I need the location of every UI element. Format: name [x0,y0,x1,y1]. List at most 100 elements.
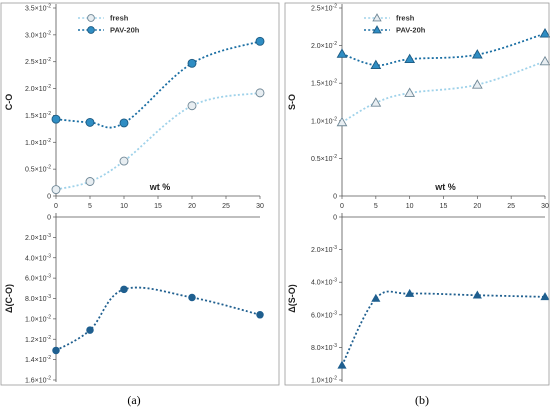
y-tick-label: 4.0×10-3 [25,253,51,262]
data-point [337,360,347,369]
x-tick-label: 5 [374,203,378,210]
series-line-fresh [341,60,546,124]
chart-a-top: 0 0.5×10-2 1.0×10-2 1.5×10-2 2.0×10-2 2.5×10-… [4,4,265,210]
data-point [51,185,61,195]
data-point [187,58,197,68]
data-point [119,156,129,166]
data-point [336,48,348,58]
y-tick-label: 1.0×10-2 [25,138,51,147]
chart-b-bottom: 0 2.0×10-3 4.0×10-3 6.0×10-3 8.0×10-3 1.0×10-… [287,213,550,385]
data-point [371,293,381,302]
x-tick-label: 30 [541,203,549,210]
x-tick-label: 25 [507,203,515,210]
data-point [404,53,416,64]
y-tick-label: 3.0×10-2 [25,30,51,39]
y-tick-label: 0 [333,215,337,222]
data-point [540,292,550,301]
y-tick-label: 3.5×10-2 [25,4,51,13]
x-tick-label: 0 [340,203,344,210]
legend-label: PAV-20h [396,26,426,35]
y-axis-title: Δ(C-O) [4,284,14,313]
y-tick-label: 1.0×10-2 [311,116,337,125]
data-point [370,59,382,70]
y-axis-title: Δ(S-O) [287,284,297,312]
x-tick-label: 10 [406,203,414,210]
data-point [52,346,60,355]
y-tick-label: 1.4×10-2 [25,355,51,364]
x-tick-label: 5 [88,203,92,210]
y-tick-label: 2.0×10-3 [25,233,51,242]
y-tick-label: 2.5×10-2 [311,4,337,13]
data-point [539,55,550,66]
x-tick-label: 10 [120,203,128,210]
x-tick-label: 20 [473,203,481,210]
series-line-delta [341,290,546,366]
x-axis-title: wt % [434,182,456,192]
y-tick-label: 1.0×10-2 [25,314,51,323]
y-tick-label: 2.0×10-3 [311,245,337,254]
y-tick-label: 2.0×10-2 [25,84,51,93]
legend-marker [372,25,382,34]
y-tick-label: 6.0×10-3 [311,310,337,319]
data-point [471,79,483,89]
x-axis-title: wt % [149,182,171,192]
y-tick-label: 0 [47,194,51,201]
y-tick-label: 2.0×10-2 [311,41,337,50]
y-tick-label: 1.6×10-2 [25,376,51,385]
y-tick-label: 8.0×10-3 [25,294,51,303]
y-axis-title: S-O [287,94,297,110]
caption-a: (a) [127,393,140,407]
legend-label: fresh [110,14,129,23]
data-point [404,87,416,97]
y-tick-label: 1.5×10-2 [311,79,337,88]
data-point [255,88,265,98]
data-point [86,326,94,334]
x-tick-label: 0 [54,203,58,210]
y-tick-label: 2.5×10-2 [25,57,51,66]
y-tick-label: 1.0×10-2 [311,376,337,385]
caption-b: (b) [415,393,429,407]
series-line-pav-20h [55,40,261,129]
x-tick-label: 30 [256,203,264,210]
data-point [336,116,348,127]
series-line-fresh [55,91,261,191]
data-point [370,97,382,107]
data-point [120,285,128,294]
data-point [405,288,415,297]
data-point [256,311,264,319]
data-point [187,101,197,111]
x-tick-label: 20 [188,203,196,210]
y-tick-label: 4.0×10-3 [311,278,337,287]
y-tick-label: 0 [333,194,337,201]
x-tick-label: 15 [440,203,448,210]
data-point [188,293,196,302]
data-point [471,49,483,59]
legend-marker [87,14,95,22]
data-point [255,36,265,46]
panel-frame-b [284,2,550,386]
y-tick-label: 8.0×10-3 [311,343,337,352]
x-tick-label: 25 [222,203,230,210]
y-tick-label: 0.5×10-2 [25,165,51,174]
data-point [119,118,129,128]
chart-a-bottom: 0 2.0×10-3 4.0×10-3 6.0×10-3 8.0×10-3 1.0×10-… [4,213,264,385]
y-tick-label: 6.0×10-3 [25,274,51,283]
y-axis-title: C-O [4,94,14,111]
x-tick-label: 15 [154,203,162,210]
data-point [85,177,95,186]
data-point [85,117,95,127]
y-tick-label: 0.5×10-2 [311,154,337,163]
legend-marker [87,26,95,34]
legend-marker [372,13,382,22]
data-point [51,114,61,124]
legend-label: PAV-20h [110,26,140,35]
data-point [472,290,482,299]
chart-b-top: 0 0.5×10-2 1.0×10-2 1.5×10-2 2.0×10-2 2.5×10-… [287,4,550,210]
y-tick-label: 1.5×10-2 [25,111,51,120]
series-line-delta [55,286,261,352]
panel-frame-a [0,2,280,386]
y-tick-label: 0 [47,215,51,222]
y-tick-label: 1.2×10-2 [25,335,51,344]
series-line-pav-20h [341,32,546,67]
